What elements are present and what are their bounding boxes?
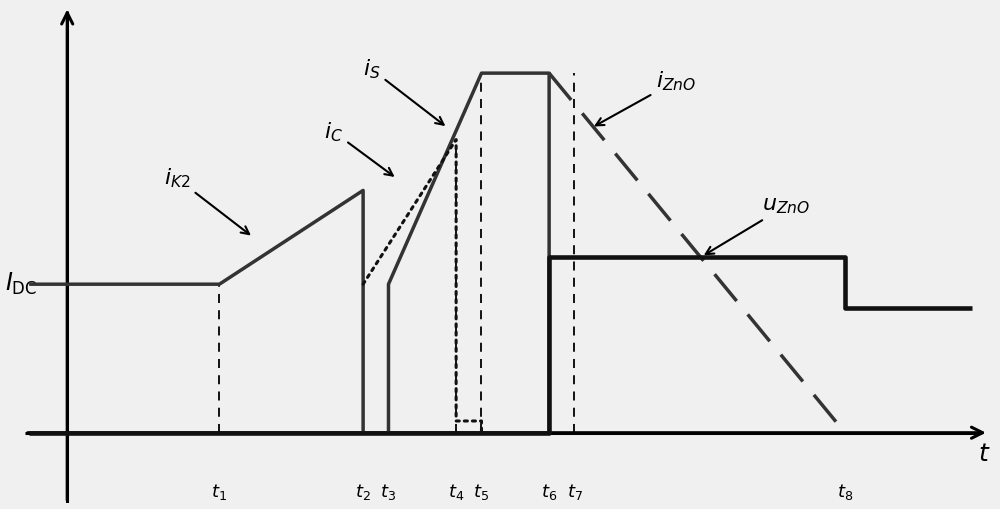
Text: $t_2$: $t_2$ — [355, 482, 371, 501]
Text: $t$: $t$ — [978, 442, 991, 466]
Text: $t_8$: $t_8$ — [837, 482, 853, 501]
Text: $t_6$: $t_6$ — [541, 482, 557, 501]
Text: $i_S$: $i_S$ — [363, 58, 444, 125]
Text: $u_{ZnO}$: $u_{ZnO}$ — [706, 196, 810, 254]
Text: $i_{ZnO}$: $i_{ZnO}$ — [596, 69, 696, 125]
Text: $I_{\mathsf{DC}}$: $I_{\mathsf{DC}}$ — [5, 271, 38, 297]
Text: $t_4$: $t_4$ — [448, 482, 464, 501]
Text: $i_C$: $i_C$ — [324, 120, 393, 176]
Text: $t_7$: $t_7$ — [567, 482, 582, 501]
Text: $t_3$: $t_3$ — [380, 482, 396, 501]
Text: $t_1$: $t_1$ — [211, 482, 227, 501]
Text: $t_5$: $t_5$ — [473, 482, 489, 501]
Text: $i_{K2}$: $i_{K2}$ — [164, 167, 249, 234]
